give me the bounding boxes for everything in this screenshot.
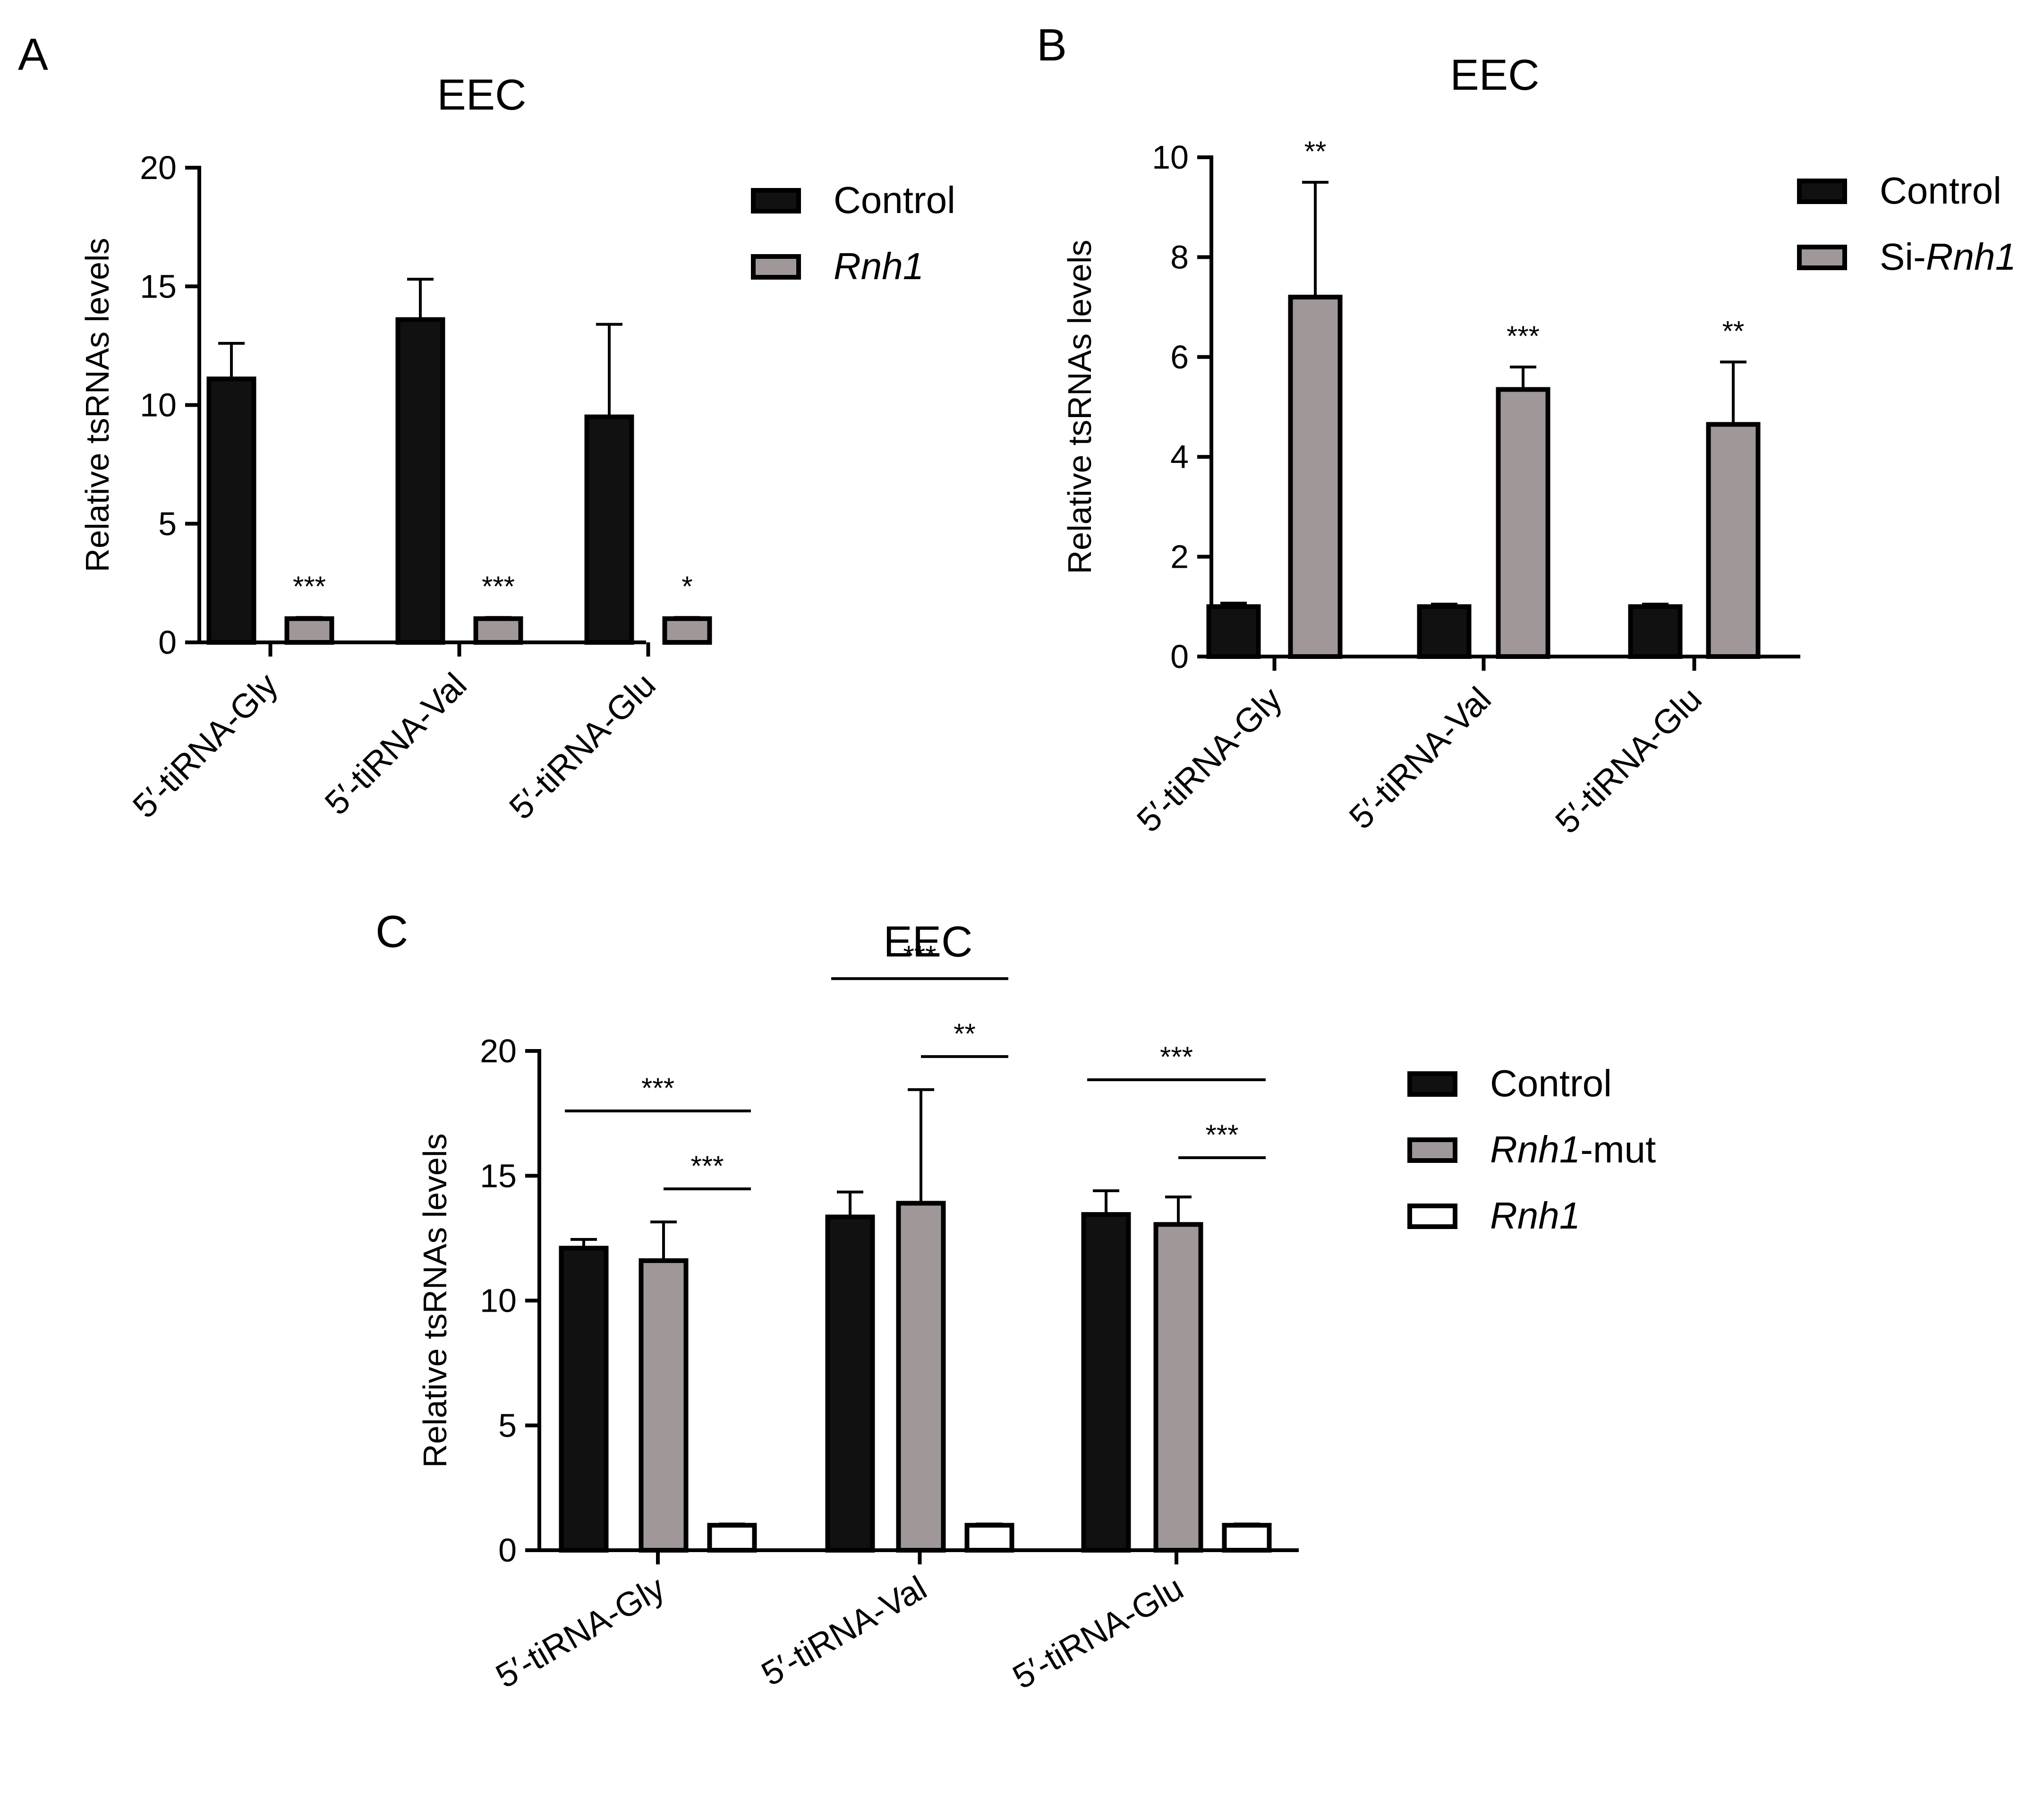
panel-c-legend-label-0: Control: [1490, 1062, 1612, 1104]
panel-a-legend-label-1: Rnh1: [834, 245, 924, 287]
panel-b-bar-0-1: [1417, 604, 1472, 659]
panel-a-bar-0-0: [206, 376, 256, 645]
panel-b-y-tick-label-5: 10: [1152, 139, 1189, 176]
panel-c-bracket-label-4: ***: [1160, 1041, 1193, 1073]
panel-b-legend-swatch-1: [1797, 245, 1847, 270]
panel-b-legend-label-1: Si-Rnh1: [1880, 236, 2016, 278]
panel-b-x-tick-label-0: 5′-tiRNA-Gly: [1130, 680, 1289, 840]
chart-panel-a: EEC Relative tsRNAs levels 0 5 10 15 20 5′-tiRN…: [79, 71, 955, 827]
panel-b-bar-1-2: [1706, 422, 1761, 659]
panel-c-y-tick-label-3: 15: [480, 1157, 517, 1194]
panel-a-y-tick-label-1: 5: [158, 505, 177, 542]
panel-a-bar-0-2: [584, 414, 634, 645]
panel-a-legend-label-0: Control: [834, 179, 955, 221]
panel-c-bar-1-0: [639, 1258, 689, 1553]
panel-a-legend-swatch-1: [751, 254, 801, 280]
panel-c-bar-0-1: [825, 1214, 875, 1553]
panel-c-bracket-label-3: **: [954, 1018, 976, 1050]
panel-a-y-axis-label: Relative tsRNAs levels: [79, 238, 116, 572]
panel-c-bar-2-2: [1222, 1523, 1272, 1553]
chart-panel-c: EEC Relative tsRNAs levels 0 5 10 15 20 5′-tiRN…: [417, 918, 1656, 1697]
panel-c-x-tick-label-0: 5′-tiRNA-Gly: [490, 1569, 671, 1696]
panel-label-c: C: [375, 906, 408, 957]
panel-a-x-tick-label-2: 5′-tiRNA-Glu: [502, 666, 663, 827]
panel-c-y-tick-label-1: 5: [498, 1407, 517, 1444]
panel-a-y-tick-label-4: 20: [140, 149, 177, 186]
panel-b-legend-label-0: Control: [1880, 170, 2001, 212]
chart-panel-b: EEC Relative tsRNAs levels 0 2 4 6 8 10 5′-tiRNA…: [1061, 51, 2016, 841]
panel-label-b: B: [1037, 20, 1067, 70]
panel-a-bar-0-1: [395, 317, 445, 645]
panel-a-bar-1-1: [473, 616, 523, 645]
panel-b-x-tick-label-1: 5′-tiRNA-Val: [1342, 680, 1499, 837]
panel-a-y-tick-label-2: 10: [140, 387, 177, 424]
panel-c-bracket-label-0: ***: [641, 1072, 674, 1104]
panel-b-y-tick-label-2: 4: [1170, 438, 1189, 475]
panel-c-legend-swatch-1: [1407, 1137, 1457, 1163]
panel-b-bar-0-2: [1628, 604, 1683, 659]
panel-b-x-tick-label-2: 5′-tiRNA-Glu: [1548, 680, 1709, 841]
panel-a-title: EEC: [437, 71, 526, 119]
panel-a-significance-1: ***: [482, 571, 515, 602]
panel-b-significance-2: **: [1722, 315, 1745, 347]
panel-b-title: EEC: [1450, 51, 1539, 99]
panel-c-bar-1-2: [1153, 1222, 1203, 1553]
panel-c-legend-label-1: Rnh1-mut: [1490, 1128, 1656, 1170]
panel-c-bar-2-0: [707, 1523, 757, 1553]
panel-c-bracket-label-5: ***: [1205, 1119, 1238, 1151]
panel-c-y-axis-label: Relative tsRNAs levels: [417, 1134, 453, 1468]
panel-c-y-tick-label-0: 0: [498, 1532, 517, 1569]
panel-a-legend-swatch-0: [751, 188, 801, 213]
panel-b-bar-1-1: [1496, 387, 1550, 659]
panel-c-bar-0-2: [1081, 1212, 1131, 1553]
panel-b-bar-0-0: [1206, 604, 1261, 659]
panel-c-legend-swatch-2: [1407, 1204, 1457, 1229]
panel-a-significance-2: *: [681, 571, 692, 602]
panel-a-y-tick-label-0: 0: [158, 624, 177, 661]
panel-label-a: A: [18, 29, 48, 80]
panel-b-y-tick-label-3: 6: [1170, 339, 1189, 376]
panel-c-bracket-label-2: ***: [903, 940, 936, 972]
panel-c-bracket-label-1: ***: [690, 1150, 724, 1182]
panel-b-y-tick-label-4: 8: [1170, 239, 1189, 275]
panel-b-bar-1-0: [1288, 294, 1343, 659]
panel-c-bar-1-1: [896, 1201, 946, 1553]
panel-c-bar-0-0: [559, 1246, 609, 1553]
panel-c-y-tick-label-2: 10: [480, 1282, 517, 1319]
panel-a-x-tick-label-0: 5′-tiRNA-Gly: [126, 666, 285, 826]
panel-c-bar-2-1: [964, 1523, 1014, 1553]
panel-b-y-tick-label-0: 0: [1170, 638, 1189, 675]
panel-b-significance-0: **: [1304, 136, 1327, 167]
panel-a-significance-0: ***: [293, 571, 326, 602]
panel-b-y-tick-label-1: 2: [1170, 538, 1189, 575]
panel-c-legend-label-2: Rnh1: [1490, 1195, 1580, 1237]
panel-c-x-tick-label-1: 5′-tiRNA-Val: [755, 1569, 933, 1693]
panel-a-y-tick-label-3: 15: [140, 268, 177, 305]
panel-b-y-axis-label: Relative tsRNAs levels: [1061, 240, 1098, 574]
panel-a-bar-1-0: [284, 616, 334, 645]
panel-c-title: EEC: [883, 918, 972, 966]
panel-c-legend-swatch-0: [1407, 1071, 1457, 1097]
panel-b-significance-1: ***: [1507, 320, 1540, 352]
panel-b-legend-swatch-0: [1797, 179, 1847, 204]
panel-c-y-tick-label-4: 20: [480, 1033, 517, 1069]
panel-c-x-tick-label-2: 5′-tiRNA-Glu: [1006, 1569, 1190, 1697]
panel-a-bar-1-2: [662, 616, 712, 645]
panel-a-x-tick-label-1: 5′-tiRNA-Val: [318, 666, 474, 822]
